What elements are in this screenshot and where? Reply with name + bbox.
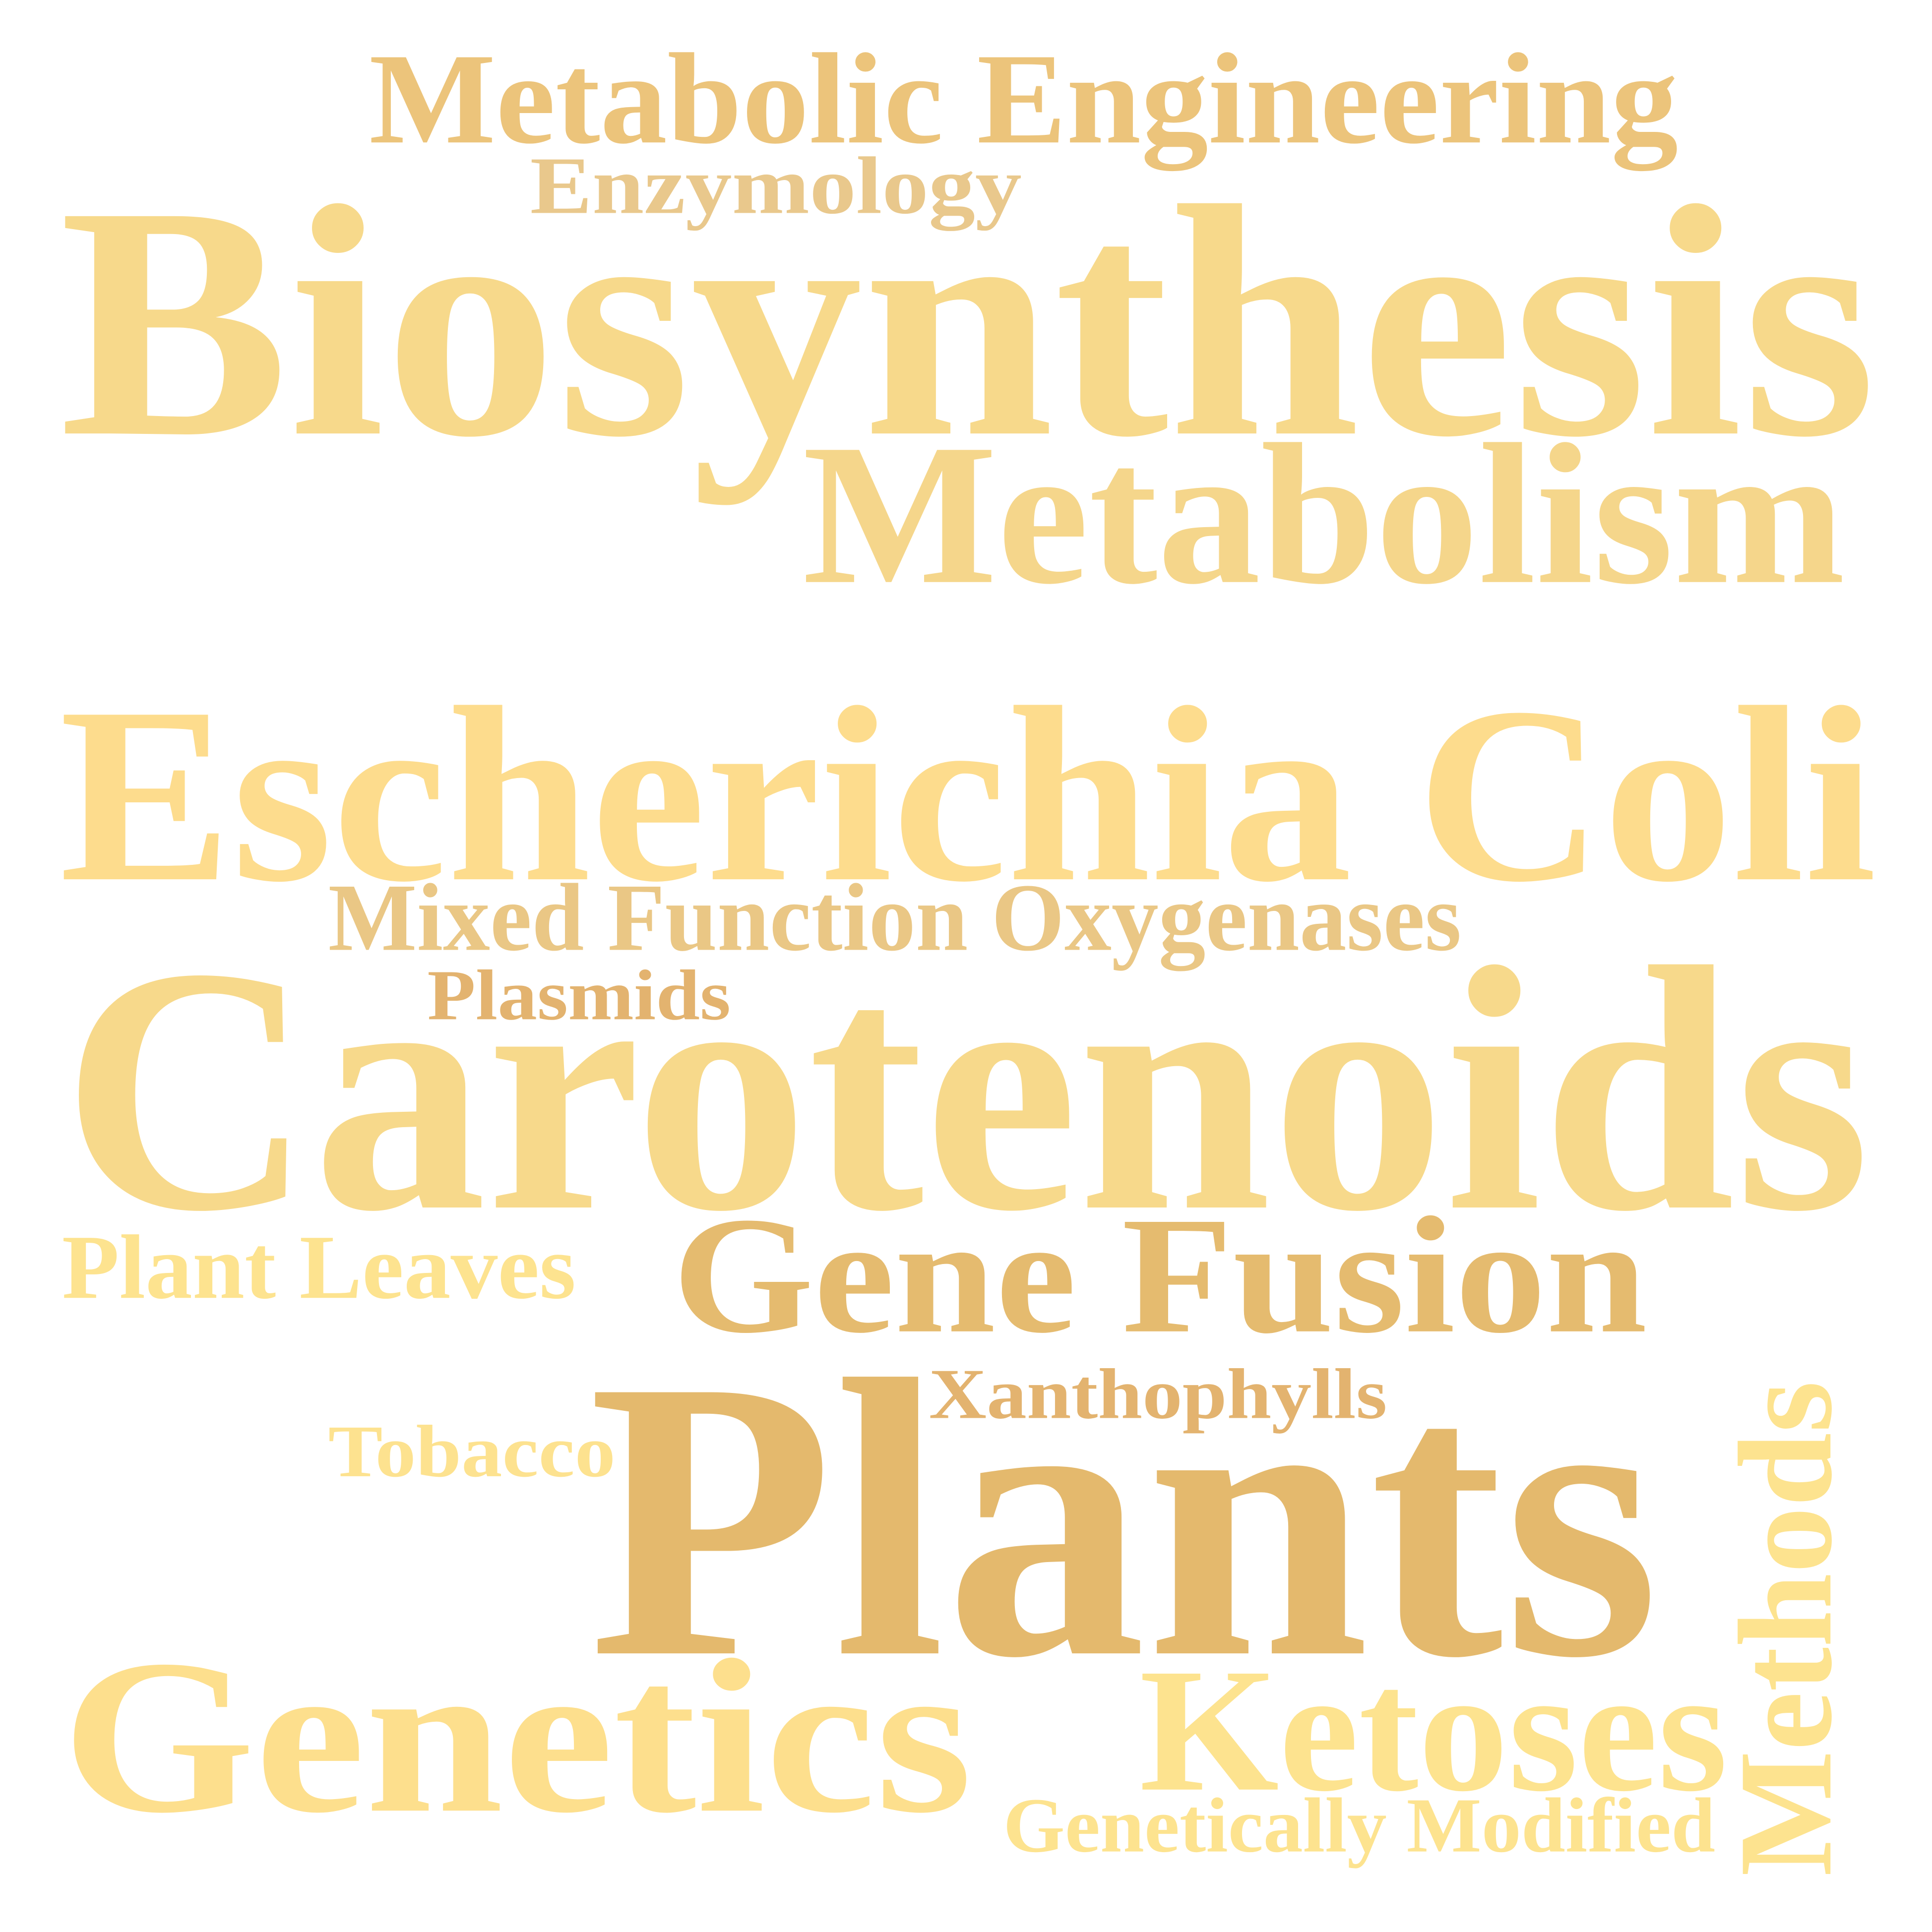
word: Carotenoids bbox=[62, 895, 1870, 1283]
word: Metabolic Engineering bbox=[369, 26, 1678, 173]
word: Plants bbox=[588, 1298, 1660, 1740]
word: Tobacco bbox=[328, 1410, 616, 1493]
word: Biosynthesis bbox=[60, 138, 1876, 506]
word: Enzymology bbox=[530, 140, 1022, 232]
word: Plasmids bbox=[427, 956, 731, 1035]
word: Xanthophylls bbox=[929, 1355, 1387, 1434]
word: Genetics bbox=[62, 1615, 972, 1859]
word: Plant Leaves bbox=[62, 1216, 576, 1318]
word: Methods bbox=[1712, 1381, 1860, 1876]
word: Gene Fusion bbox=[673, 1183, 1647, 1368]
word: Genetically Modified bbox=[1003, 1783, 1715, 1869]
word: Ketoses bbox=[1139, 1632, 1728, 1828]
word: Metabolism bbox=[803, 403, 1845, 626]
word: Escherichia Coli bbox=[60, 655, 1876, 934]
word: Mixed Function Oxygenases bbox=[328, 864, 1462, 971]
